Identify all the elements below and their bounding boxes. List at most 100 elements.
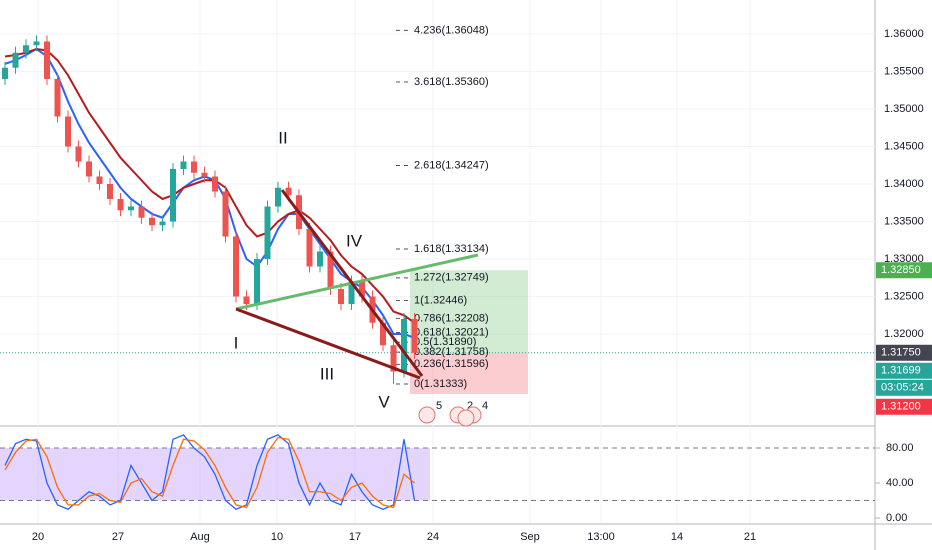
candle-body — [390, 345, 397, 372]
event-count: 4 — [482, 400, 488, 412]
y-tick-label: 1.35500 — [884, 65, 924, 77]
fib-label: 0.5(1.31890) — [414, 336, 476, 348]
y-tick-label: 1.35000 — [884, 103, 924, 115]
x-tick-label: 13:00 — [587, 531, 615, 543]
wave-label: II — [278, 128, 287, 147]
price-tag — [876, 344, 932, 361]
candle-body — [180, 161, 187, 169]
candle-body — [411, 319, 418, 353]
trend-line — [235, 307, 421, 380]
y-tick-label: 1.34500 — [884, 140, 924, 152]
candle-body — [33, 41, 40, 46]
candle-body — [275, 187, 281, 207]
candle-body — [233, 236, 239, 297]
x-tick-label: 17 — [349, 531, 361, 543]
price-tag — [876, 398, 932, 415]
price-tag — [876, 262, 932, 279]
x-tick-label: Aug — [190, 531, 210, 543]
osc-tick-label: 40.00 — [886, 477, 914, 489]
osc-tick-label: 80.00 — [886, 442, 914, 454]
event-icon — [418, 406, 436, 424]
price-tag-label: 1.31200 — [881, 401, 921, 413]
candle-body — [327, 251, 334, 290]
candle-body — [285, 187, 292, 196]
candle-body — [2, 67, 8, 79]
candle-body — [65, 116, 71, 147]
candle-body — [170, 168, 176, 222]
y-tick-label: 1.32000 — [884, 328, 924, 340]
price-tag-label: 1.31699 — [881, 365, 921, 377]
wave-label: V — [378, 392, 390, 411]
y-tick-label: 1.33000 — [884, 253, 924, 265]
y-tick-label: 1.32500 — [884, 290, 924, 302]
price-tag-label: 1.31750 — [881, 347, 921, 359]
y-tick-label: 1.33500 — [884, 215, 924, 227]
fib-label: 1.618(1.33134) — [414, 243, 489, 255]
osc-tick-label: 0.00 — [886, 512, 907, 524]
fib-label: 0.618(1.32021) — [414, 326, 489, 338]
fib-label: 0.382(1.31758) — [414, 346, 489, 358]
fib-label: 1.272(1.32749) — [414, 272, 489, 284]
trend-line — [235, 253, 479, 311]
x-tick-label: 24 — [427, 531, 439, 543]
y-tick-label: 1.36000 — [884, 28, 924, 40]
x-tick-label: 20 — [32, 531, 44, 543]
candle-body — [44, 41, 50, 79]
oscillator-line — [4, 436, 415, 509]
candle-body — [306, 229, 313, 267]
candle-body — [23, 45, 29, 53]
candle-body — [254, 259, 260, 305]
target-zone — [410, 270, 528, 353]
candle-body — [243, 296, 250, 305]
fib-label: 0.236(1.31596) — [414, 358, 489, 370]
candle-body — [212, 176, 218, 192]
candle-body — [359, 281, 365, 297]
x-tick-label: 21 — [744, 531, 756, 543]
stop-zone — [410, 352, 528, 395]
x-tick-label: 27 — [112, 531, 124, 543]
candle-body — [107, 183, 113, 199]
candle-body — [75, 146, 82, 162]
y-tick-label: 1.34000 — [884, 178, 924, 190]
candle-body — [128, 206, 134, 211]
candle-body — [222, 191, 229, 237]
candle-body — [348, 281, 355, 305]
wave-label: IV — [346, 231, 363, 250]
candle-body — [54, 78, 61, 117]
event-icon — [457, 409, 475, 427]
candle-body — [317, 251, 323, 267]
candle-body — [86, 161, 92, 177]
wave-label: I — [234, 333, 239, 352]
countdown: 03:05:24 — [881, 382, 924, 394]
countdown-tag — [876, 379, 932, 396]
fib-label: 0.786(1.32208) — [414, 312, 489, 324]
candle-body — [149, 217, 155, 226]
candle-body — [138, 206, 145, 218]
candle-body — [338, 289, 344, 305]
fib-label: 4.236(1.36048) — [414, 24, 489, 36]
candle-body — [201, 172, 208, 177]
x-tick-label: Sep — [520, 531, 540, 543]
price-tag — [876, 362, 932, 379]
trend-line — [280, 189, 424, 377]
x-tick-label: 14 — [671, 531, 683, 543]
price-tag-label: 1.32850 — [881, 264, 921, 276]
x-tick-label: 10 — [271, 531, 283, 543]
fib-label: 0(1.31333) — [414, 378, 467, 390]
candle-body — [117, 198, 124, 211]
event-count: 2 — [467, 400, 473, 412]
candle-body — [380, 322, 386, 346]
fib-label: 1(1.32446) — [414, 294, 467, 306]
event-count: 5 — [436, 400, 442, 412]
fib-label: 3.618(1.35360) — [414, 76, 489, 88]
candle-body — [12, 52, 19, 68]
candle-body — [159, 221, 166, 226]
wave-label: III — [320, 364, 334, 383]
candle-body — [264, 206, 271, 260]
moving-average — [4, 47, 416, 324]
candle-body — [96, 176, 103, 184]
candle-body — [191, 161, 197, 173]
candle-body — [401, 319, 407, 372]
